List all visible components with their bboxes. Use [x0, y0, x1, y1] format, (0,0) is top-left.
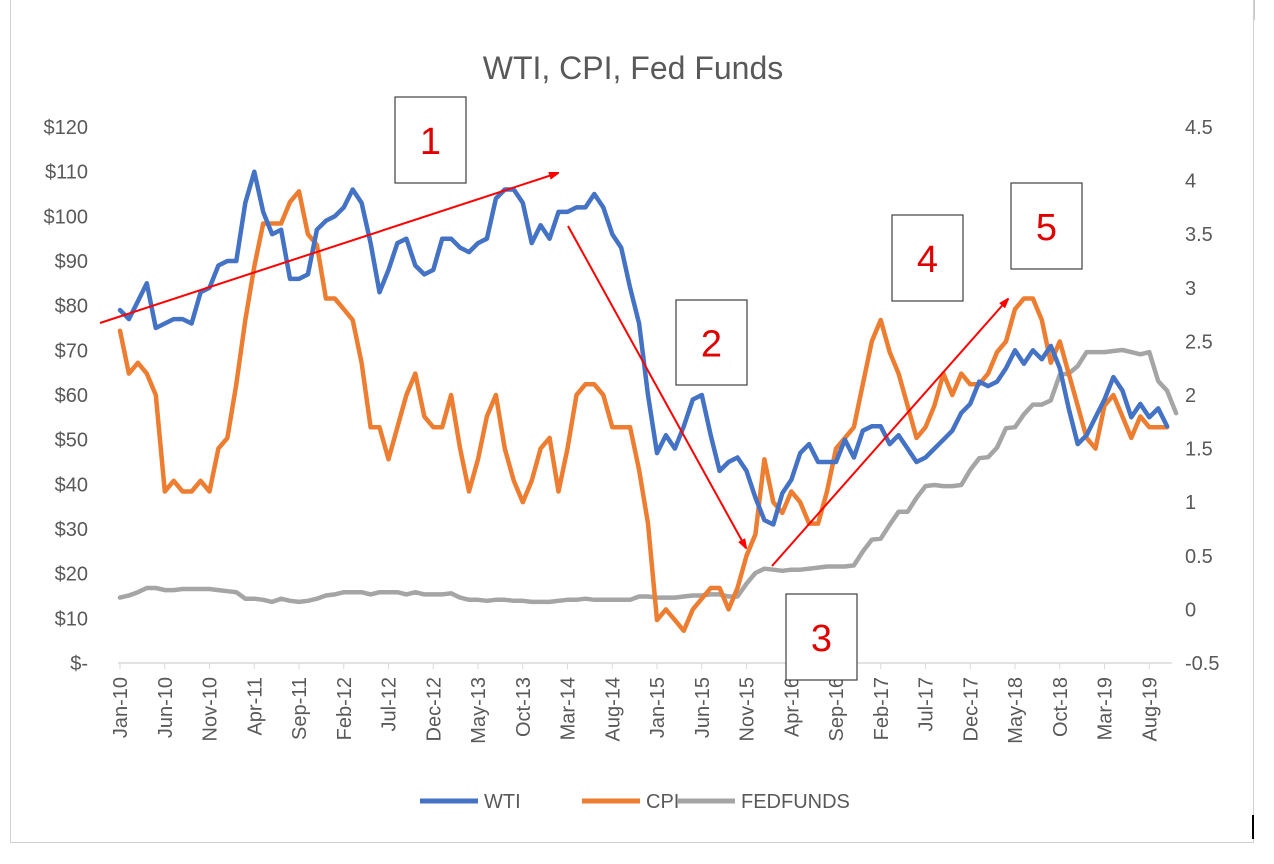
chart-frame — [10, 0, 1254, 843]
text-cursor — [1252, 815, 1254, 839]
series-line-fedfunds — [117, 347, 1179, 605]
x-tick-label: Oct-18 — [1050, 677, 1072, 737]
x-tick-label: Apr-11 — [244, 677, 266, 736]
y-left-tick-label: $90 — [55, 251, 88, 273]
annotation-box — [394, 96, 467, 184]
y-left-tick-label: $10 — [55, 608, 88, 630]
annotation-arrow — [567, 225, 746, 548]
x-tick-label: Aug-14 — [602, 677, 624, 742]
annotation-box — [891, 214, 964, 302]
y-left-tick-label: $80 — [55, 296, 88, 318]
x-tick-label: Nov-10 — [200, 677, 222, 741]
y-left-tick-label: $110 — [45, 162, 88, 184]
y-right-tick-label: 2 — [1185, 385, 1196, 407]
x-tick-label: Jul-12 — [379, 677, 401, 731]
y-right-tick-label: 4 — [1185, 171, 1196, 193]
x-tick-label: May-13 — [468, 677, 490, 744]
annotations-layer: 1 2 3 4 5 — [99, 96, 1083, 681]
x-tick-label: Sep-16 — [826, 677, 848, 742]
x-tick-label: Jan-15 — [647, 677, 669, 738]
series-line-wti — [117, 169, 1170, 527]
y-left-tick-label: $50 — [55, 430, 88, 452]
annotation-box — [1010, 182, 1083, 270]
y-left-tick-label: $- — [70, 653, 88, 675]
legend-label-cpi: CPI — [646, 791, 679, 813]
y-right-tick-label: -0.5 — [1185, 653, 1219, 675]
y-left-tick-label: $100 — [44, 206, 89, 228]
x-tick-label: May-18 — [1005, 677, 1027, 744]
annotation-box-label: 1 — [420, 121, 441, 163]
x-tick-label: Jun-15 — [692, 677, 714, 738]
annotation-box-label: 5 — [1036, 207, 1057, 249]
y-left-tick-label: $70 — [55, 340, 88, 362]
y-left-tick-label: $120 — [44, 117, 89, 139]
y-left-tick-label: $40 — [55, 474, 88, 496]
series-line-cpi — [117, 189, 1170, 634]
x-tick-label: Sep-11 — [289, 677, 311, 740]
y-right-tick-label: 3.5 — [1185, 224, 1213, 246]
x-tick-label: Oct-13 — [513, 677, 535, 737]
legend-label-wti: WTI — [484, 791, 521, 813]
x-tick-label: Nov-15 — [737, 677, 759, 741]
annotation-box — [785, 593, 858, 681]
annotation-box-label: 4 — [917, 239, 938, 281]
y-right-tick-label: 1.5 — [1185, 439, 1213, 461]
y-right-tick-label: 1 — [1185, 492, 1196, 514]
y-left-tick-label: $30 — [55, 519, 88, 541]
window-edge — [1254, 0, 1255, 20]
x-tick-label: Aug-19 — [1139, 677, 1161, 742]
legend-label-fedfunds: FEDFUNDS — [741, 791, 850, 813]
y-right-tick-label: 4.5 — [1185, 117, 1213, 139]
x-tick-label: Jan-10 — [110, 677, 132, 738]
x-tick-label: Feb-17 — [871, 677, 893, 740]
annotation-arrow — [771, 299, 1008, 567]
x-tick-label: Apr-16 — [781, 677, 803, 737]
x-tick-label: Jul-17 — [916, 677, 938, 731]
x-tick-label: Dec-17 — [960, 677, 982, 741]
y-left-tick-label: $60 — [55, 385, 88, 407]
x-tick-label: Dec-12 — [423, 677, 445, 741]
legend: WTI CPI FEDFUNDS — [420, 791, 850, 813]
series-layer — [117, 169, 1179, 634]
y-right-tick-label: 3 — [1185, 278, 1196, 300]
chart-title: WTI, CPI, Fed Funds — [483, 50, 784, 86]
annotation-box — [675, 299, 748, 386]
x-tick-label: Jun-10 — [155, 677, 177, 738]
x-tick-label: Feb-12 — [334, 677, 356, 740]
annotation-arrow — [99, 173, 558, 324]
y-right-tick-label: 0 — [1185, 599, 1196, 621]
y-right-tick-label: 2.5 — [1185, 331, 1213, 353]
x-tick-label: Mar-19 — [1095, 677, 1117, 740]
annotation-box-label: 3 — [811, 618, 832, 660]
y-left-tick-label: $20 — [55, 564, 88, 586]
axes-group: $120 $110 $100 $90 $80 $70 $60 $50 $40 $30 $20 $10 $… — [44, 117, 1220, 744]
annotation-box-label: 2 — [701, 324, 722, 366]
x-tick-label: Mar-14 — [558, 677, 580, 740]
y-right-tick-label: 0.5 — [1185, 546, 1213, 568]
